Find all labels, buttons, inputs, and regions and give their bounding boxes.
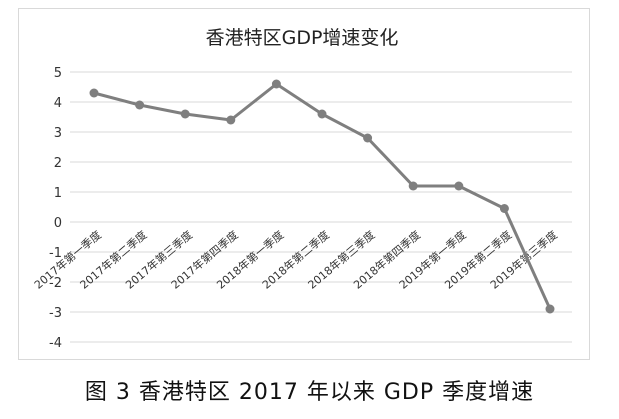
- y-tick-label: 1: [54, 186, 62, 201]
- figure-caption: 图 3 香港特区 2017 年以来 GDP 季度增速: [84, 380, 535, 405]
- y-tick-label: 4: [54, 96, 62, 111]
- y-tick-label: 0: [54, 216, 62, 231]
- data-point: [271, 79, 281, 89]
- data-point: [89, 88, 99, 98]
- data-point: [226, 115, 236, 125]
- y-tick-label: -2: [49, 276, 62, 291]
- data-point: [545, 304, 555, 314]
- data-point: [135, 100, 145, 110]
- chart-frame: [18, 8, 590, 360]
- data-point: [499, 204, 509, 213]
- y-tick-label: -3: [49, 306, 62, 321]
- y-tick-label: 3: [54, 126, 62, 141]
- data-point: [454, 181, 464, 191]
- y-tick-label: 5: [54, 66, 62, 81]
- y-tick-label: 2: [54, 156, 62, 171]
- y-tick-label: -1: [49, 246, 62, 261]
- chart-title: 香港特区GDP增速变化: [206, 27, 399, 49]
- data-point: [180, 109, 190, 119]
- data-point: [317, 109, 327, 119]
- data-point: [408, 181, 418, 191]
- y-tick-label: -4: [49, 336, 62, 351]
- data-point: [363, 133, 373, 143]
